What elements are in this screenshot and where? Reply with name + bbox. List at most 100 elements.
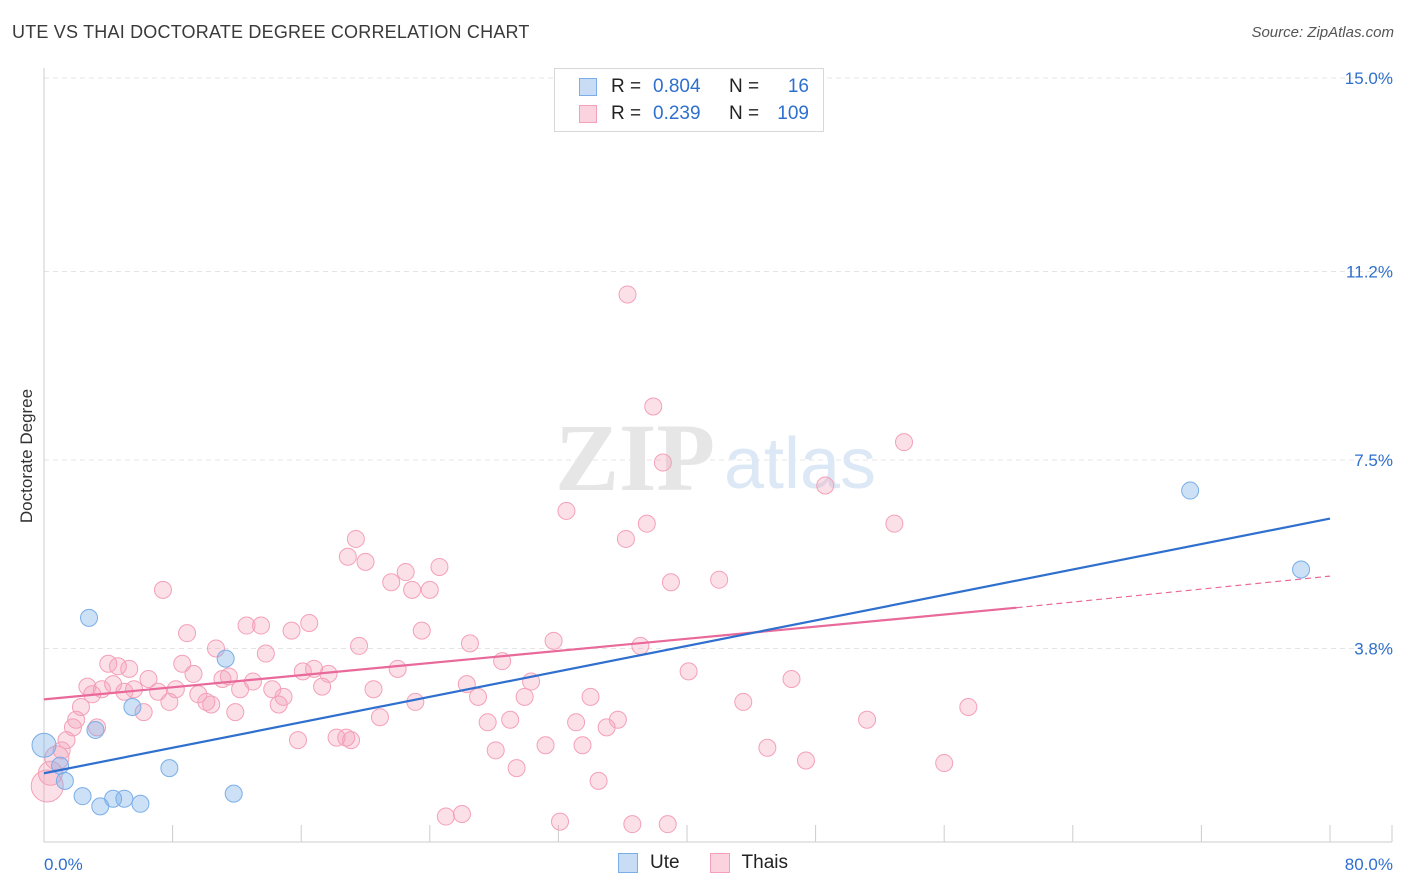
thai-point [782, 670, 801, 689]
thai-point [469, 687, 488, 706]
thai-point [816, 476, 835, 495]
thai-point [430, 557, 449, 576]
ute-point [73, 787, 92, 806]
thai-point [679, 662, 698, 681]
thai-swatch [579, 105, 597, 123]
thai-points [30, 285, 978, 834]
thai-point [338, 547, 357, 566]
thai-point [573, 736, 592, 755]
ute-point [1292, 560, 1311, 579]
thai-n-value: 109 [777, 103, 809, 124]
ute-point [31, 732, 57, 758]
series-legend: Ute Thais [0, 852, 1406, 874]
y-tick-label: 3.8% [1354, 639, 1393, 658]
thai-point [623, 815, 642, 834]
ute-swatch [617, 853, 638, 873]
thai-point [71, 698, 90, 717]
ute-trend-line [43, 517, 1331, 775]
ute-point [55, 771, 74, 790]
tick-labels: 3.8% 7.5% 11.2% 15.0% 0.0% 80.0% [44, 69, 1393, 874]
thai-point [959, 698, 978, 717]
thai-point [202, 695, 221, 714]
thai-point [581, 687, 600, 706]
thai-point [551, 812, 570, 831]
ute-points [31, 481, 1311, 816]
thai-point [396, 563, 415, 582]
thai-point [327, 728, 346, 747]
thai-point [644, 397, 663, 416]
ute-point [80, 608, 99, 627]
thai-point [364, 680, 383, 699]
thai-point [356, 552, 375, 571]
y-tick-label: 15.0% [1345, 69, 1393, 88]
legend-item-ute[interactable]: Ute [617, 852, 680, 874]
y-tick-label: 11.2% [1346, 263, 1393, 282]
thai-point [637, 514, 656, 533]
thai-point [501, 710, 520, 729]
thai-point [452, 804, 471, 823]
thai-point [274, 687, 293, 706]
ute-point [115, 789, 134, 808]
ute-point [216, 649, 235, 668]
ute-point [160, 759, 179, 778]
thai-point [139, 670, 158, 689]
thai-point [184, 664, 203, 683]
thai-point [734, 692, 753, 711]
chart-title: UTE VS THAI DOCTORATE DEGREE CORRELATION… [12, 22, 530, 42]
thai-point [178, 624, 197, 643]
legend-row-ute: R = 0.804 N = 16 [579, 74, 809, 100]
thai-point [166, 680, 185, 699]
thai-point [282, 621, 301, 640]
ute-n-value: 16 [787, 76, 809, 97]
thai-point [388, 659, 407, 678]
watermark-atlas: atlas [724, 424, 876, 504]
thai-point [108, 657, 127, 676]
thai-point [226, 703, 245, 722]
thai-point [710, 570, 729, 589]
thai-point [895, 433, 914, 452]
thai-point [197, 692, 216, 711]
thai-point [507, 759, 526, 778]
thai-point [658, 815, 677, 834]
ute-swatch [579, 78, 597, 96]
thai-point [544, 631, 563, 650]
legend-r-label: R = [611, 76, 642, 97]
ute-point [123, 698, 142, 717]
thai-point [758, 738, 777, 757]
thai-point [935, 754, 954, 773]
thai-point [567, 713, 586, 732]
ute-r-value: 0.804 [653, 76, 701, 97]
axes [43, 68, 1393, 843]
thai-point [589, 771, 608, 790]
y-tick-label: 7.5% [1354, 451, 1393, 470]
thai-point [616, 529, 635, 548]
x-tick-label: 80.0% [1345, 855, 1393, 874]
thai-point [515, 687, 534, 706]
legend-item-thais[interactable]: Thais [709, 852, 789, 874]
thai-legend-label: Thais [741, 852, 789, 873]
thai-point [412, 621, 431, 640]
thai-point [486, 741, 505, 760]
thai-point [52, 741, 71, 760]
thai-point [256, 644, 275, 663]
thai-point [243, 672, 262, 691]
thai-point [557, 501, 576, 520]
gridlines [44, 77, 1390, 649]
thai-point [370, 708, 389, 727]
legend-row-thai: R = 0.239 N = 109 [579, 101, 809, 127]
thai-swatch [709, 853, 730, 873]
watermark-zip: ZIP [555, 404, 715, 511]
thai-point [350, 636, 369, 655]
thai-point [337, 728, 356, 747]
ute-point [224, 784, 243, 803]
thai-point [885, 514, 904, 533]
thai-point [153, 580, 172, 599]
thai-point [252, 616, 271, 635]
thai-point [382, 573, 401, 592]
chart-source: Source: ZipAtlas.com [1251, 24, 1394, 41]
thai-point [796, 751, 815, 770]
thai-point [134, 703, 153, 722]
x-tick-label: 0.0% [44, 855, 83, 874]
thai-point [608, 710, 627, 729]
